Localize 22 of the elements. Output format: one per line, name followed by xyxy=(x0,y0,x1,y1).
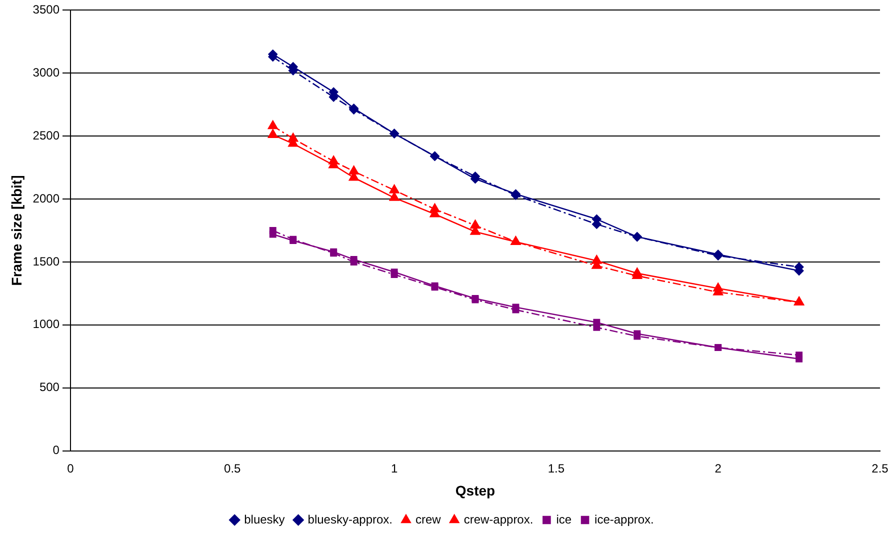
y-tick-label: 2500 xyxy=(32,128,60,142)
y-tick-label: 1500 xyxy=(32,254,60,268)
y-tick-label: 3500 xyxy=(32,2,60,17)
y-tick-label: 1000 xyxy=(32,317,60,332)
x-tick-label: 1.5 xyxy=(548,461,565,476)
legend-label: bluesky-approx. xyxy=(308,512,393,526)
y-tick-label: 2000 xyxy=(32,191,60,206)
y-tick-label: 0 xyxy=(52,443,60,458)
y-axis-title: Frame size [kbit] xyxy=(8,175,24,286)
x-tick-label: 0 xyxy=(67,461,74,476)
legend-label: crew-approx. xyxy=(464,512,534,526)
y-tick-label: 3000 xyxy=(32,65,60,80)
x-tick-label: 2.5 xyxy=(872,461,889,476)
x-tick-label: 0.5 xyxy=(224,461,242,476)
x-tick-label: 2 xyxy=(714,461,722,476)
x-tick-label: 1 xyxy=(390,461,398,476)
y-tick-label: 500 xyxy=(39,380,60,394)
legend-label: ice xyxy=(556,512,572,526)
legend-label: ice-approx. xyxy=(594,512,654,526)
legend-label: crew xyxy=(416,512,442,526)
x-axis-title: Qstep xyxy=(455,482,496,498)
legend-label: bluesky xyxy=(244,512,285,526)
